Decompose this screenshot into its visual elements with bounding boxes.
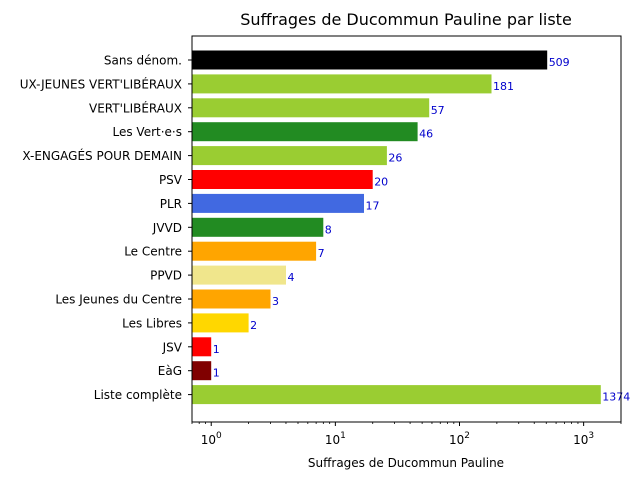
data-label: 509 — [549, 56, 570, 69]
bar — [192, 265, 286, 285]
bar — [192, 313, 249, 333]
data-label: 1 — [213, 367, 220, 380]
plot-frame — [191, 35, 622, 423]
chart-title: Suffrages de Ducommun Pauline par liste — [240, 10, 572, 29]
y-tick-label: JSV — [162, 340, 183, 354]
x-axis-ticks: 100 101 102 103 — [191, 422, 622, 447]
bar — [192, 122, 418, 142]
y-tick-label: Liste complète — [94, 388, 182, 402]
data-label: 7 — [318, 247, 325, 260]
bar — [192, 146, 387, 166]
data-label: 3 — [272, 295, 279, 308]
bar — [192, 337, 212, 357]
data-label: 4 — [288, 271, 295, 284]
bar — [192, 289, 271, 309]
data-label: 181 — [493, 80, 514, 93]
y-tick-label: Les Libres — [122, 316, 182, 330]
y-tick-label: UX-JEUNES VERT'LIBÉRAUX — [20, 76, 182, 91]
y-tick-label: Les Vert·e·s — [113, 125, 183, 139]
bar — [192, 193, 364, 213]
bar — [192, 385, 601, 405]
y-tick-label: Les Jeunes du Centre — [55, 293, 182, 307]
x-tick-label: 101 — [325, 431, 346, 447]
data-label: 26 — [388, 152, 402, 165]
y-tick-label: EàG — [158, 364, 182, 378]
bar — [192, 74, 492, 94]
y-tick-label: VERT'LIBÉRAUX — [89, 100, 182, 115]
data-label: 1374 — [602, 391, 630, 404]
y-tick-labels: Sans dénom. UX-JEUNES VERT'LIBÉRAUX VERT'L… — [20, 54, 192, 402]
data-label: 2 — [250, 319, 257, 332]
x-axis-label: Suffrages de Ducommun Pauline — [308, 456, 504, 470]
bar — [192, 361, 212, 381]
bar — [192, 217, 324, 237]
bars-layer — [192, 50, 601, 405]
data-label: 20 — [374, 176, 388, 189]
y-tick-label: PSV — [159, 173, 183, 187]
data-label: 57 — [431, 104, 445, 117]
bar — [192, 241, 317, 261]
y-tick-label: Le Centre — [124, 245, 182, 259]
y-tick-label: PPVD — [150, 269, 182, 283]
data-label: 46 — [419, 128, 433, 141]
data-label: 1 — [213, 343, 220, 356]
data-label: 8 — [325, 223, 332, 236]
bar — [192, 170, 373, 189]
x-tick-label: 103 — [573, 431, 594, 447]
y-tick-label: X-ENGAGÉS POUR DEMAIN — [22, 148, 182, 163]
bar — [192, 50, 548, 70]
x-tick-label: 100 — [201, 431, 222, 447]
x-tick-label: 102 — [449, 431, 470, 447]
y-tick-label: JVVD — [152, 221, 182, 235]
bar — [192, 98, 430, 118]
y-tick-label: PLR — [160, 197, 182, 211]
y-tick-label: Sans dénom. — [104, 54, 182, 68]
data-label: 17 — [366, 199, 380, 212]
